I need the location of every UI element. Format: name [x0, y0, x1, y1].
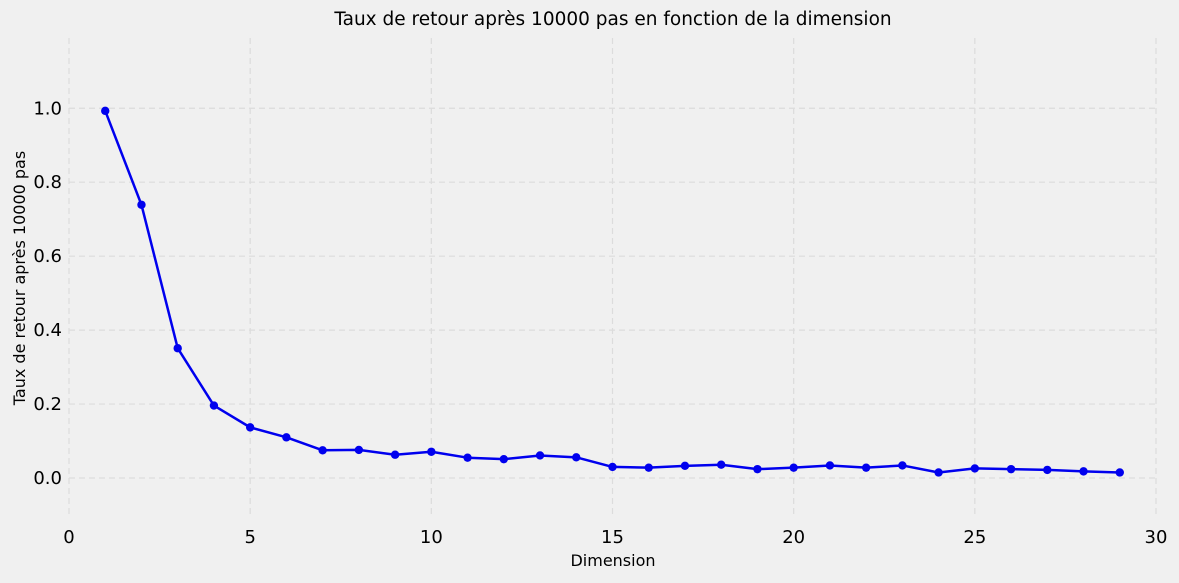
data-point [282, 433, 291, 442]
data-point [463, 453, 472, 462]
data-point [499, 454, 508, 464]
y-tick-label: 0.8 [33, 172, 62, 193]
data-point [789, 463, 798, 472]
data-point [934, 468, 943, 477]
x-tick-label: 5 [244, 527, 255, 548]
data-point [717, 460, 726, 469]
x-tick-label: 0 [63, 527, 74, 548]
data-point [245, 423, 255, 432]
x-tick-label: 30 [1145, 527, 1168, 548]
data-point [427, 447, 436, 456]
data-point [1079, 467, 1088, 476]
data-point [680, 461, 690, 471]
data-point [137, 200, 146, 209]
x-tick-label: 15 [601, 527, 624, 548]
y-tick-label: 0.2 [33, 394, 62, 415]
x-axis-label: Dimension [570, 551, 655, 570]
y-tick-label: 1.0 [33, 98, 62, 119]
data-point [898, 461, 907, 470]
data-point [173, 344, 182, 353]
data-point [318, 446, 327, 455]
data-point [970, 464, 980, 473]
data-point [861, 463, 871, 472]
data-point [825, 461, 835, 470]
data-point [1006, 464, 1016, 474]
data-point [753, 464, 762, 474]
x-tick-label: 20 [782, 527, 805, 548]
data-point [1115, 468, 1124, 477]
y-tick-label: 0.6 [33, 246, 62, 267]
data-point [390, 450, 400, 459]
y-tick-label: 0.4 [33, 320, 62, 341]
grid [68, 38, 1157, 515]
data-point [101, 106, 110, 116]
data-point [1043, 465, 1052, 475]
data-point [608, 462, 617, 472]
data-point [572, 453, 581, 462]
x-tick-label: 10 [420, 527, 443, 548]
data-point [354, 445, 364, 455]
tick-labels: 0 5 10 15 20 25 30 0.0 0.2 0.4 0.6 0.8 1.0 [33, 98, 1167, 548]
y-axis-label: Taux de retour après 10000 pas [10, 151, 29, 406]
data-series [101, 106, 1124, 477]
data-point [644, 463, 653, 472]
x-tick-label: 25 [963, 527, 986, 548]
data-point [209, 401, 219, 410]
chart-title: Taux de retour après 10000 pas en foncti… [333, 9, 891, 30]
data-point [535, 451, 545, 460]
y-tick-label: 0.0 [33, 468, 62, 489]
